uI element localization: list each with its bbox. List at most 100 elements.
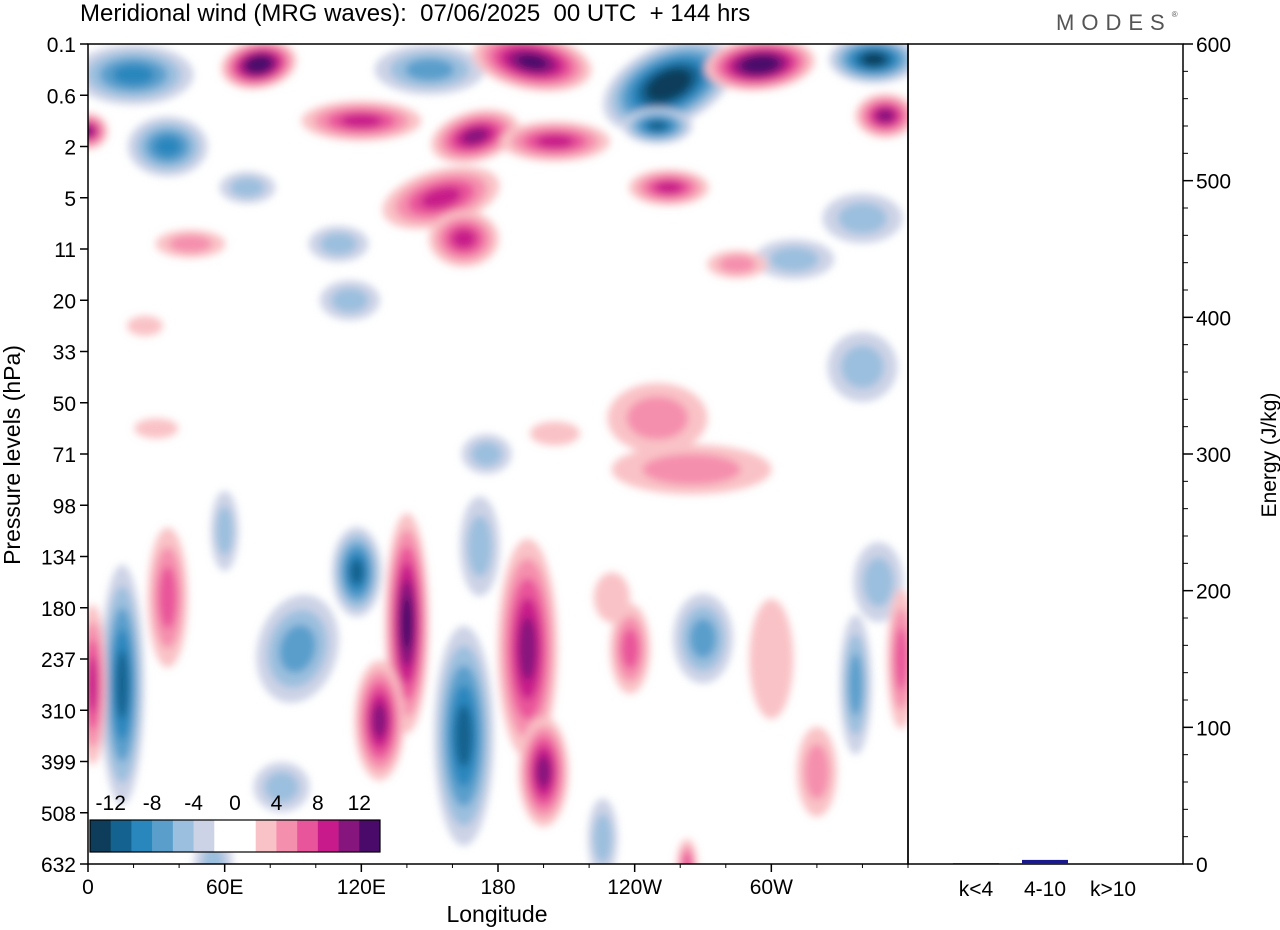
- pressure-axis: 0.1 0.6 2 5 11 20 33 50 71 98 134 180 237 310 399 508 63…: [41, 34, 88, 877]
- chart-title: Meridional wind (MRG waves): 07/06/2025 …: [80, 0, 751, 27]
- contour-band: [840, 345, 884, 389]
- pressure-tick-label: 20: [53, 290, 76, 313]
- contour-band: [320, 232, 358, 255]
- longitude-tick-label: 120W: [607, 876, 662, 899]
- colorbar-label: 12: [348, 792, 371, 815]
- pressure-tick-label: 11: [54, 239, 76, 262]
- contour-band: [535, 134, 575, 149]
- colorbar-swatch: [172, 820, 194, 852]
- registered-mark: ®: [1171, 10, 1178, 19]
- y-axis-label: Pressure levels (hPa): [0, 345, 25, 565]
- colorbar-swatch: [90, 820, 112, 852]
- energy-bar: [953, 863, 999, 864]
- contour-band: [331, 287, 369, 313]
- longitude-tick-label: 120E: [337, 876, 386, 899]
- colorbar-swatch: [317, 820, 339, 852]
- contour-band: [689, 618, 717, 659]
- wind-field: [88, 44, 908, 864]
- contour-band: [462, 128, 488, 144]
- energy-bar: [1022, 859, 1068, 864]
- contour-band: [517, 54, 547, 70]
- contour-blobs: [88, 44, 908, 864]
- contour-band: [455, 704, 473, 768]
- pressure-tick-label: 134: [41, 547, 76, 570]
- energy-tick-label: 400: [1196, 307, 1231, 330]
- contour-band: [647, 120, 668, 132]
- x-axis-label: Longitude: [446, 901, 547, 927]
- energy-tick-label: 0: [1196, 854, 1208, 877]
- colorbar-swatch: [193, 820, 215, 852]
- contour-band: [451, 229, 477, 249]
- longitude-tick-label: 180: [480, 876, 515, 899]
- contour-band: [401, 596, 413, 650]
- colorbar-label: -8: [143, 792, 162, 815]
- energy-tick-label: 300: [1196, 444, 1231, 467]
- contour-band: [405, 58, 455, 81]
- pressure-tick-label: 310: [41, 700, 76, 723]
- colorbar-swatch: [276, 820, 298, 852]
- contour-band: [862, 53, 885, 66]
- contour-band: [655, 75, 683, 95]
- contour-band: [264, 771, 299, 803]
- longitude-axis: 0 60E 120E 180 120W 60W: [82, 864, 909, 899]
- contour-band: [112, 64, 155, 86]
- energy-axis: 0 100 200 300 400 500 600: [1183, 34, 1231, 877]
- colorbar-swatch: [359, 820, 381, 852]
- contour-band: [126, 315, 163, 336]
- pressure-tick-label: 180: [41, 598, 76, 621]
- energy-panel-frame: [907, 43, 1184, 865]
- colorbar-swatch: [152, 820, 174, 852]
- energy-tick-label: 100: [1196, 717, 1231, 740]
- colorbar-swatch: [131, 820, 153, 852]
- colorbar-label: 4: [271, 792, 283, 815]
- energy-category-label: k<4: [959, 878, 994, 901]
- contour-band: [769, 246, 819, 272]
- contour-band: [748, 58, 772, 71]
- longitude-tick-label: 60W: [750, 876, 793, 899]
- contour-band: [88, 125, 94, 137]
- pressure-tick-label: 33: [53, 342, 76, 365]
- energy-tick-label: 200: [1196, 581, 1231, 604]
- contour-band: [230, 177, 265, 198]
- contour-band: [134, 418, 179, 439]
- pressure-tick-label: 98: [53, 495, 76, 518]
- modes-logo: MODES®: [1056, 10, 1178, 36]
- colorbar-swatch: [110, 820, 132, 852]
- colorbar-swatch: [235, 820, 257, 852]
- contour-band: [621, 628, 639, 669]
- colorbar-swatch: [214, 820, 236, 852]
- pressure-tick-label: 71: [53, 444, 76, 467]
- contour-band: [848, 653, 863, 716]
- logo-text: MODES: [1056, 10, 1172, 35]
- colorbar-swatch: [297, 820, 319, 852]
- contour-band: [216, 506, 234, 556]
- contour-band: [279, 624, 316, 673]
- contour-band: [682, 852, 692, 864]
- contour-band: [593, 572, 630, 623]
- pressure-tick-label: 50: [53, 393, 76, 416]
- longitude-tick-label: 0: [82, 876, 94, 899]
- colorbar-label: -12: [96, 792, 126, 815]
- contour-band: [654, 181, 683, 194]
- contour-band: [626, 396, 689, 440]
- energy-tick-label: 600: [1196, 34, 1231, 57]
- contour-band: [536, 756, 551, 788]
- colorbar: -12 -8 -4 0 4 8 12: [89, 792, 381, 853]
- energy-bars: k<4 4-10 k>10: [953, 859, 1136, 901]
- contour-band: [894, 627, 908, 691]
- pressure-tick-label: 632: [41, 854, 76, 877]
- pressure-tick-label: 2: [64, 137, 76, 160]
- pressure-tick-label: 5: [64, 188, 76, 211]
- pressure-tick-label: 399: [41, 752, 76, 775]
- contour-band: [718, 255, 756, 273]
- contour-band: [372, 703, 387, 738]
- contour-band: [250, 59, 267, 70]
- contour-band: [519, 617, 537, 681]
- contour-band: [420, 186, 462, 209]
- longitude-tick-label: 60E: [206, 876, 243, 899]
- contour-band: [340, 113, 383, 128]
- energy-axis-label: Energy (J/kg): [1258, 393, 1280, 518]
- contour-band: [863, 557, 894, 607]
- contour-band: [168, 235, 213, 253]
- contour-band: [467, 515, 493, 578]
